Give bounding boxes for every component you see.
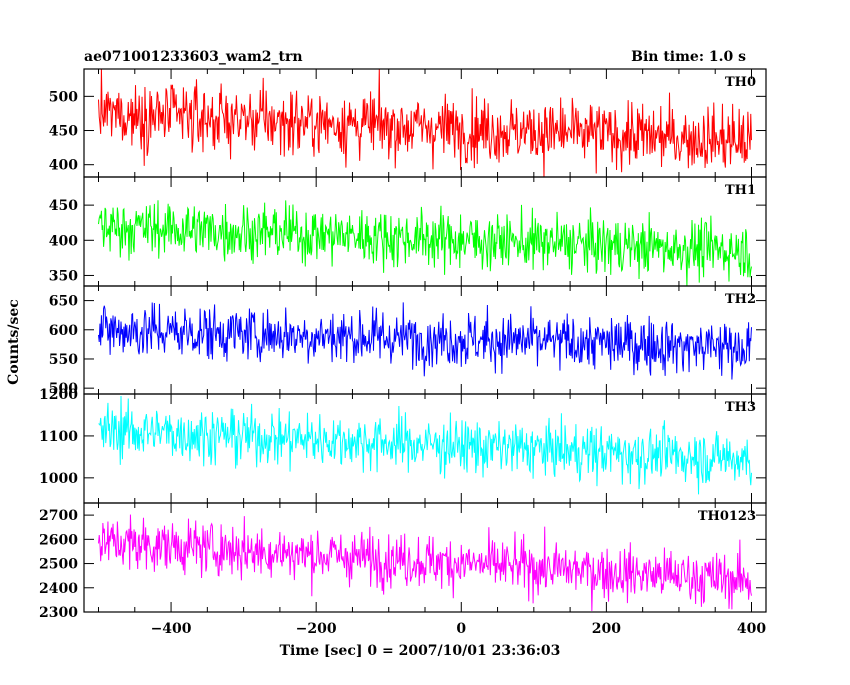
x-tick-label: 400 xyxy=(737,621,766,637)
y-tick-label: 2300 xyxy=(39,605,78,621)
panel-frame xyxy=(83,285,767,395)
series-th3 xyxy=(98,396,752,495)
panel-label: TH0 xyxy=(725,75,756,90)
panel-label: TH1 xyxy=(725,183,756,198)
x-axis: −400 −200 0 200 400 xyxy=(151,621,767,637)
panel-label: TH2 xyxy=(725,292,756,307)
y-tick-label: 500 xyxy=(49,381,78,397)
bin-time-label: Bin time: 1.0 s xyxy=(631,49,746,65)
y-tick-label: 350 xyxy=(49,268,78,284)
x-tick-label: 200 xyxy=(592,621,621,637)
panel-frame xyxy=(83,502,767,613)
y-tick-label: 2700 xyxy=(39,508,78,524)
panel-label: TH0123 xyxy=(698,509,756,524)
series-th0 xyxy=(98,69,752,177)
y-tick-label: 550 xyxy=(49,352,78,368)
series-th1 xyxy=(98,200,752,286)
panels-group: 400 450 500 TH0 350 400 450 TH1 500 550 600 650 TH2 1… xyxy=(39,68,767,621)
panel-th0: 400 450 500 TH0 xyxy=(49,68,767,178)
panel-th3: 1000 1100 1200 TH3 xyxy=(39,387,767,504)
chart-title: ae071001233603_wam2_trn xyxy=(84,49,303,65)
x-tick-label: −200 xyxy=(296,621,337,637)
x-tick-label: −400 xyxy=(151,621,192,637)
panel-th1: 350 400 450 TH1 xyxy=(49,176,767,287)
y-tick-label: 450 xyxy=(49,124,78,140)
panel-label: TH3 xyxy=(725,400,756,415)
series-th0123 xyxy=(98,514,752,611)
panel-th2: 500 550 600 650 TH2 xyxy=(49,285,767,397)
panel-th0123: 2300 2400 2500 2600 2700 TH0123 xyxy=(39,502,767,621)
y-tick-label: 450 xyxy=(49,198,78,214)
y-tick-label: 650 xyxy=(49,294,78,310)
y-tick-label: 1000 xyxy=(39,471,78,487)
y-tick-label: 400 xyxy=(49,158,78,174)
y-tick-label: 500 xyxy=(49,89,78,105)
y-tick-label: 1100 xyxy=(39,429,78,445)
y-tick-label: 600 xyxy=(49,323,78,339)
y-tick-label: 400 xyxy=(49,233,78,249)
x-axis-label: Time [sec] 0 = 2007/10/01 23:36:03 xyxy=(280,643,561,659)
series-th2 xyxy=(98,302,752,380)
y-tick-label: 2500 xyxy=(39,557,78,573)
y-tick-label: 2400 xyxy=(39,581,78,597)
y-tick-label: 2600 xyxy=(39,532,78,548)
y-axis-label: Counts/sec xyxy=(6,299,22,385)
y-tick-label: 1200 xyxy=(39,387,78,403)
x-tick-label: 0 xyxy=(456,621,466,637)
